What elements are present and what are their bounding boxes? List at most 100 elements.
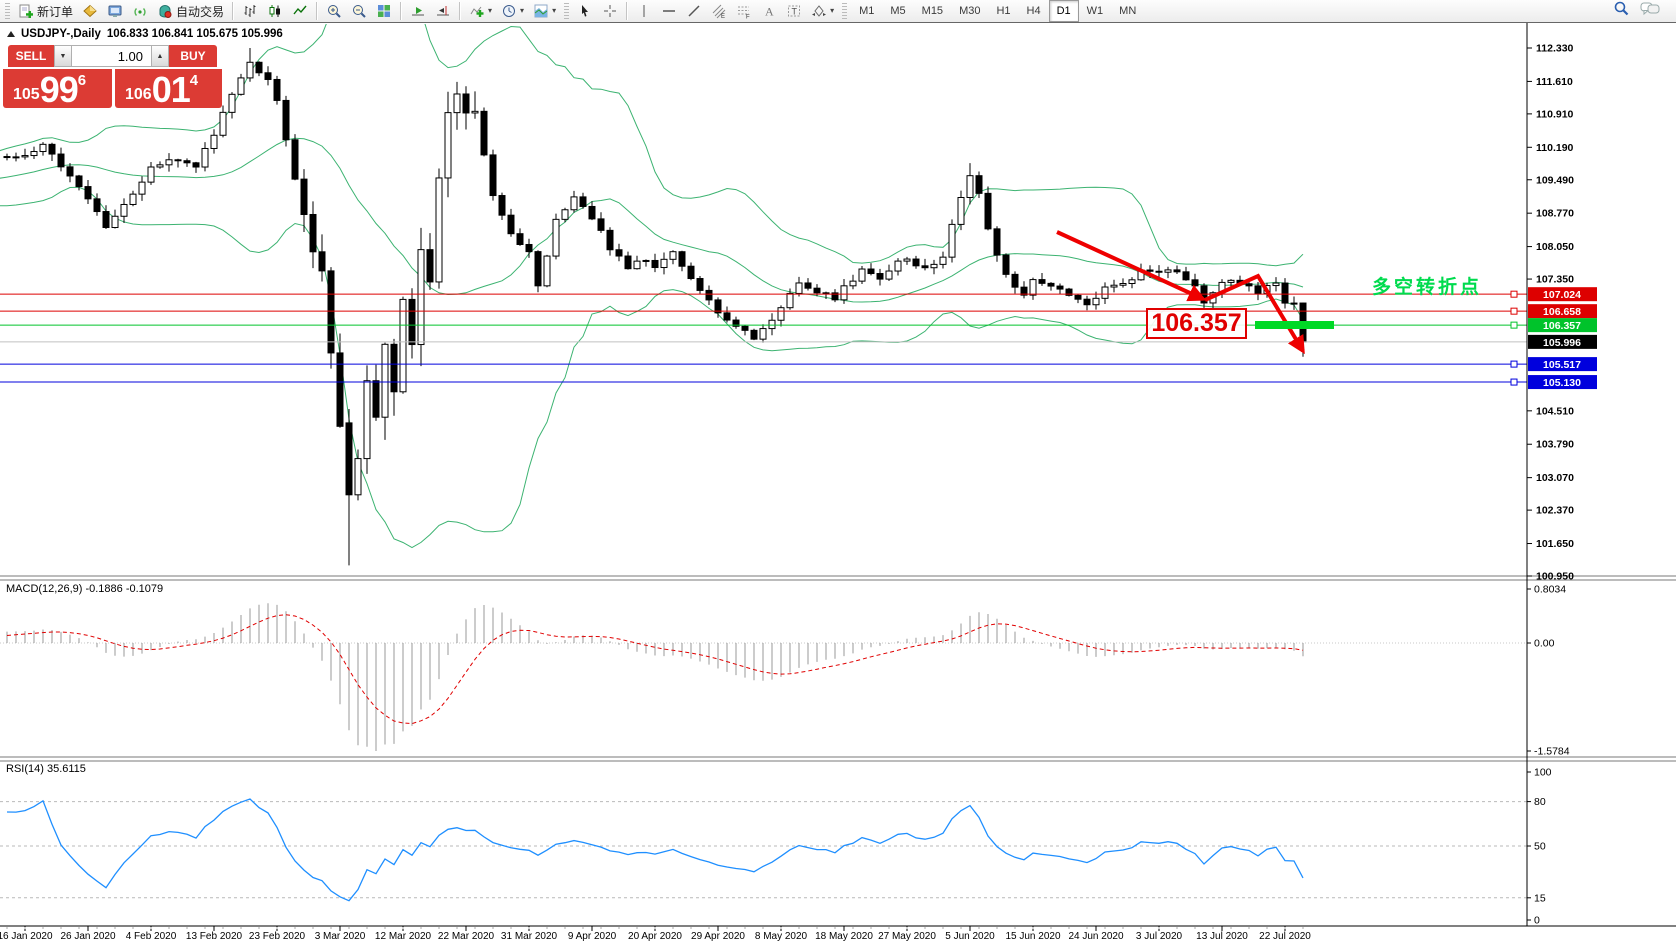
line-handle[interactable]	[1510, 360, 1518, 368]
gold-icon	[82, 3, 98, 19]
templates-button[interactable]: ▾	[529, 0, 560, 22]
label-tool-button[interactable]: T	[782, 0, 806, 22]
timeframe-button-M5[interactable]: M5	[890, 5, 906, 17]
volume-input[interactable]: 1.00	[72, 45, 151, 67]
line-handle[interactable]	[1510, 290, 1518, 298]
collapse-arrow-icon[interactable]	[7, 31, 15, 37]
price-line-tag	[1528, 357, 1597, 372]
line-handle[interactable]	[1510, 321, 1518, 329]
buy-button[interactable]: BUY	[169, 45, 217, 67]
price-annotation-label[interactable]: 106.357	[1146, 308, 1247, 339]
chinese-note-annotation[interactable]: 多空转折点	[1372, 277, 1483, 298]
svg-text:112.330: 112.330	[1536, 43, 1574, 55]
svg-text:106.658: 106.658	[1543, 306, 1581, 318]
separator	[316, 2, 319, 20]
auto-scroll-button[interactable]	[406, 0, 430, 22]
tile-windows-icon	[376, 3, 392, 19]
monitor-icon	[107, 3, 123, 19]
price-line-tag	[1528, 375, 1597, 390]
zoom-out-icon	[351, 3, 367, 19]
vertical-line-tool-button[interactable]	[632, 0, 656, 22]
svg-text:0.00: 0.00	[1534, 638, 1555, 650]
sell-price-prefix: 105	[13, 86, 40, 103]
signal-icon	[132, 3, 148, 19]
svg-text:107.024: 107.024	[1543, 289, 1581, 301]
svg-text:15 Jun 2020: 15 Jun 2020	[1005, 931, 1060, 942]
svg-text:-1.5784: -1.5784	[1534, 746, 1570, 758]
candlestick-type-button[interactable]	[263, 0, 287, 22]
timeframe-button-D1[interactable]: D1	[1048, 0, 1079, 22]
svg-text:107.350: 107.350	[1536, 274, 1574, 286]
symbol-ohlc: 106.833 106.841 105.675 105.996	[106, 28, 283, 40]
timeframe-button-M1[interactable]: M1	[859, 5, 875, 17]
shapes-tool-button[interactable]: ▾	[807, 0, 838, 22]
horizontal-line-tool-button[interactable]	[657, 0, 681, 22]
channel-tool-button[interactable]: E	[707, 0, 731, 22]
svg-text:13 Feb 2020: 13 Feb 2020	[186, 931, 243, 942]
macd-indicator-label: MACD(12,26,9) -0.1886 -0.1079	[6, 583, 164, 595]
timeframe-button-H1[interactable]: H1	[996, 5, 1011, 17]
zoom-in-button[interactable]	[322, 0, 346, 22]
buy-price-pip: 4	[189, 72, 199, 89]
timeframe-button-W1[interactable]: W1	[1086, 5, 1104, 17]
svg-text:101.650: 101.650	[1536, 538, 1574, 550]
data-window-button[interactable]	[103, 0, 127, 22]
timeframe-button-MN[interactable]: MN	[1119, 5, 1137, 17]
auto-trading-button[interactable]: 自动交易	[153, 0, 228, 22]
volume-decrease-button[interactable]: ▼	[54, 45, 72, 67]
sell-price-button[interactable]: 105 99 6	[3, 69, 112, 108]
bar-chart-type-button[interactable]	[238, 0, 262, 22]
market-watch-button[interactable]	[78, 0, 102, 22]
cursor-tool-button[interactable]	[573, 0, 597, 22]
signals-button[interactable]	[128, 0, 152, 22]
line-chart-type-button[interactable]	[288, 0, 312, 22]
timeframe-button-M30[interactable]: M30	[959, 5, 981, 17]
zoom-in-icon	[326, 3, 342, 19]
timeframe-button-M15[interactable]: M15	[921, 5, 944, 17]
svg-text:109.490: 109.490	[1536, 174, 1574, 186]
fibonacci-tool-button[interactable]: F	[732, 0, 756, 22]
indicators-button[interactable]: ▾	[465, 0, 496, 22]
new-order-button[interactable]: 新订单	[14, 0, 77, 22]
trendline-tool-button[interactable]	[682, 0, 706, 22]
tile-windows-button[interactable]	[372, 0, 396, 22]
crosshair-tool-button[interactable]	[598, 0, 622, 22]
text-tool-button[interactable]: A	[757, 0, 781, 22]
chat-icon[interactable]	[1640, 1, 1660, 22]
volume-increase-button[interactable]: ▲	[151, 45, 169, 67]
zoom-out-button[interactable]	[347, 0, 371, 22]
svg-text:111.610: 111.610	[1536, 76, 1573, 88]
buy-price-button[interactable]: 106 01 4	[115, 69, 222, 108]
trendline-icon	[686, 3, 702, 19]
bars-icon	[242, 3, 258, 19]
support-bar-annotation[interactable]	[1255, 321, 1334, 329]
new-order-icon	[18, 3, 34, 19]
svg-text:26 Jan 2020: 26 Jan 2020	[60, 931, 115, 942]
svg-text:108.050: 108.050	[1536, 241, 1574, 253]
sell-price-big: 99	[39, 69, 79, 111]
chart-shift-button[interactable]	[431, 0, 455, 22]
svg-text:105.130: 105.130	[1543, 377, 1581, 389]
svg-text:22 Mar 2020: 22 Mar 2020	[438, 931, 495, 942]
periods-button[interactable]: ▾	[497, 0, 528, 22]
rsi-pane	[0, 798, 1527, 902]
svg-text:110.910: 110.910	[1536, 108, 1574, 120]
svg-text:22 Jul 2020: 22 Jul 2020	[1259, 931, 1311, 942]
shapes-icon	[811, 3, 827, 19]
separator	[459, 2, 462, 20]
separator	[626, 2, 629, 20]
auto-trading-label: 自动交易	[176, 4, 225, 19]
line-handle[interactable]	[1510, 378, 1518, 386]
svg-text:18 May 2020: 18 May 2020	[815, 931, 873, 942]
separator	[232, 2, 235, 20]
sell-button[interactable]: SELL	[8, 45, 54, 67]
candlesticks	[3, 48, 1307, 566]
sell-price-pip: 6	[77, 72, 87, 89]
trend-arrow-down-1[interactable]	[1056, 230, 1207, 302]
timeframe-button-H4[interactable]: H4	[1026, 5, 1041, 17]
svg-text:102.370: 102.370	[1536, 505, 1574, 517]
search-icon[interactable]	[1613, 0, 1630, 22]
line-handle[interactable]	[1510, 307, 1518, 315]
chevron-down-icon: ▾	[830, 6, 835, 15]
